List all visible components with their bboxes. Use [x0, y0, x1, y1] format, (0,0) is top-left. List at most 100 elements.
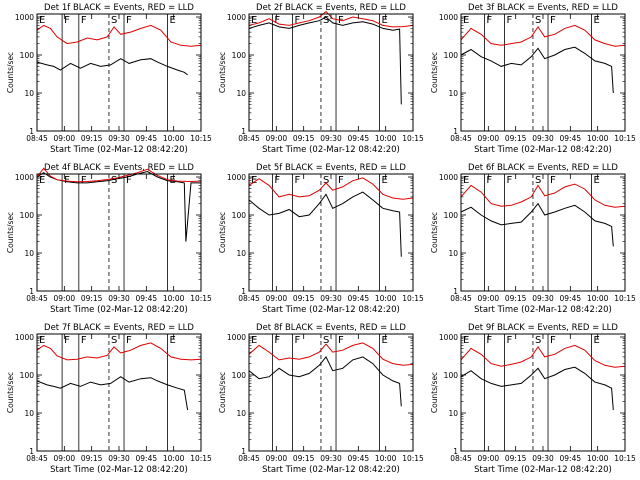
- series-line-events: [460, 202, 614, 247]
- y-tick-label: 100: [444, 51, 459, 60]
- flag-label: E: [39, 175, 45, 186]
- plot-frame: [460, 13, 626, 132]
- x-tick-label: 08:45: [26, 134, 48, 143]
- y-tick-label: 1: [29, 127, 34, 136]
- y-axis-label: Counts/sec: [430, 212, 439, 253]
- flag-label: S: [323, 335, 329, 346]
- x-tick-label: 09:15: [293, 134, 315, 143]
- flag-label: E: [594, 335, 600, 346]
- x-tick-label: 09:15: [505, 454, 527, 463]
- series-line-events: [36, 376, 189, 411]
- x-tick-label: 09:30: [532, 134, 554, 143]
- y-axis-label: Counts/sec: [6, 372, 15, 413]
- x-axis-label: Start Time (02-Mar-12 08:42:20): [262, 465, 400, 475]
- x-tick-label: 09:30: [108, 454, 130, 463]
- flag-label: F: [295, 175, 301, 186]
- x-tick-label: 09:45: [136, 454, 158, 463]
- flag-label: F: [295, 15, 301, 26]
- y-tick-label: 100: [20, 211, 35, 220]
- flag-label: E: [39, 335, 45, 346]
- series-line-lld: [36, 342, 202, 361]
- plot-frame: [248, 333, 414, 452]
- y-tick-label: 10: [24, 409, 34, 418]
- flag-label: E: [463, 15, 469, 26]
- y-axis-label: Counts/sec: [6, 212, 15, 253]
- x-axis-label: Start Time (02-Mar-12 08:42:20): [50, 305, 188, 315]
- panel-title: Det 9f BLACK = Events, RED = LLD: [468, 323, 618, 333]
- x-tick-label: 09:30: [320, 294, 342, 303]
- y-axis-label: Counts/sec: [430, 372, 439, 413]
- x-tick-label: 10:00: [163, 134, 185, 143]
- series-line-lld: [248, 10, 414, 28]
- series-line-lld: [460, 24, 626, 47]
- x-tick-label: 10:00: [587, 134, 609, 143]
- x-tick-label: 09:00: [478, 134, 500, 143]
- plot-frame: [36, 13, 202, 132]
- flag-label: S: [111, 335, 117, 346]
- flag-label: F: [274, 335, 280, 346]
- x-axis-label: Start Time (02-Mar-12 08:42:20): [474, 145, 612, 155]
- x-tick-label: 08:45: [450, 134, 472, 143]
- x-tick-label: 09:15: [293, 454, 315, 463]
- y-tick-label: 10: [448, 249, 458, 258]
- flag-label: F: [64, 175, 70, 186]
- flag-label: S: [535, 335, 541, 346]
- x-tick-label: 10:00: [375, 294, 397, 303]
- flag-label: E: [594, 15, 600, 26]
- flag-label: S: [111, 15, 117, 26]
- x-tick-label: 10:00: [587, 454, 609, 463]
- flag-label: F: [550, 175, 556, 186]
- x-tick-label: 09:45: [560, 454, 582, 463]
- x-tick-label: 10:00: [375, 134, 397, 143]
- x-tick-label: 09:45: [560, 294, 582, 303]
- x-axis-label: Start Time (02-Mar-12 08:42:20): [474, 305, 612, 315]
- y-tick-label: 1000: [227, 173, 246, 182]
- series-line-events: [248, 191, 402, 257]
- y-tick-label: 100: [232, 211, 247, 220]
- x-tick-label: 08:45: [26, 454, 48, 463]
- panel-title: Det 3f BLACK = Events, RED = LLD: [468, 3, 618, 13]
- y-axis-label: Counts/sec: [218, 212, 227, 253]
- x-tick-label: 09:30: [108, 294, 130, 303]
- panel-title: Det 2f BLACK = Events, RED = LLD: [256, 3, 406, 13]
- flag-label: S: [323, 15, 329, 26]
- x-axis-label: Start Time (02-Mar-12 08:42:20): [50, 145, 188, 155]
- x-tick-label: 08:45: [26, 294, 48, 303]
- x-tick-label: 09:45: [560, 134, 582, 143]
- y-tick-label: 10: [448, 409, 458, 418]
- series-line-lld: [248, 177, 414, 200]
- x-tick-label: 10:15: [190, 134, 212, 143]
- y-tick-label: 100: [444, 371, 459, 380]
- x-tick-label: 09:45: [348, 294, 370, 303]
- x-tick-label: 09:45: [136, 134, 158, 143]
- flag-label: F: [486, 15, 492, 26]
- x-tick-label: 08:45: [450, 454, 472, 463]
- y-tick-label: 1: [453, 127, 458, 136]
- x-tick-label: 09:30: [532, 454, 554, 463]
- flag-label: F: [507, 15, 513, 26]
- series-line-lld: [248, 342, 414, 366]
- x-tick-label: 10:15: [402, 294, 424, 303]
- flag-label: F: [507, 335, 513, 346]
- y-tick-label: 100: [444, 211, 459, 220]
- x-tick-label: 09:15: [81, 454, 103, 463]
- x-tick-label: 10:00: [163, 294, 185, 303]
- series-line-events: [248, 16, 402, 105]
- flag-label: F: [274, 15, 280, 26]
- x-axis-label: Start Time (02-Mar-12 08:42:20): [50, 465, 188, 475]
- y-tick-label: 10: [24, 249, 34, 258]
- y-axis-label: Counts/sec: [430, 52, 439, 93]
- flag-label: E: [463, 175, 469, 186]
- x-tick-label: 09:00: [54, 454, 76, 463]
- y-tick-label: 1: [29, 287, 34, 296]
- flag-label: F: [486, 175, 492, 186]
- flag-label: F: [81, 175, 87, 186]
- flag-label: E: [251, 15, 257, 26]
- x-tick-label: 10:15: [190, 294, 212, 303]
- x-axis-label: Start Time (02-Mar-12 08:42:20): [262, 145, 400, 155]
- x-tick-label: 09:00: [266, 134, 288, 143]
- y-tick-label: 1000: [15, 333, 34, 342]
